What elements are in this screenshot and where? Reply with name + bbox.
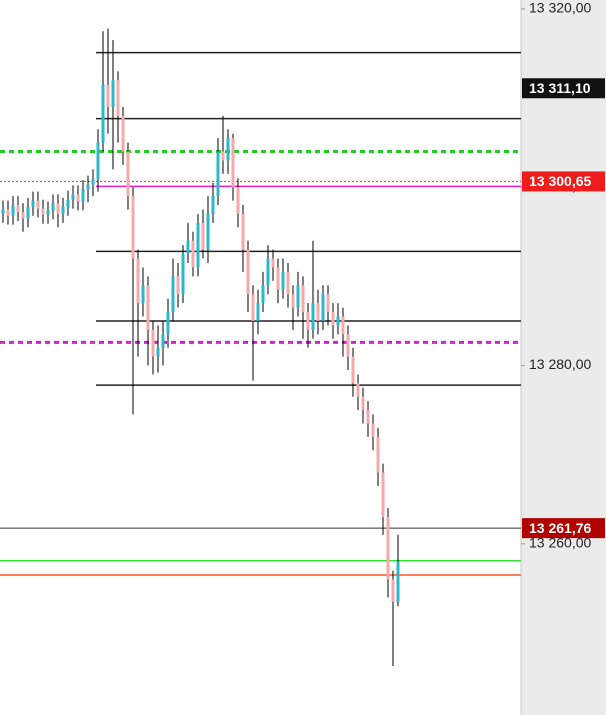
- candle-body: [216, 151, 220, 197]
- candle-body: [301, 285, 305, 313]
- candle-body: [6, 209, 10, 216]
- price-badge: [522, 171, 605, 192]
- candle-body: [321, 294, 325, 321]
- candle-body: [306, 312, 310, 330]
- candle-body: [236, 187, 240, 214]
- candle-body: [116, 80, 120, 116]
- candle-body: [251, 294, 255, 321]
- candle-body: [36, 200, 40, 209]
- candle-body: [106, 84, 110, 107]
- candle-body: [261, 285, 265, 304]
- candle-body: [396, 561, 400, 602]
- candle-body: [81, 189, 85, 202]
- candle-body: [46, 210, 50, 215]
- price-badge: [522, 78, 605, 99]
- candle-body: [171, 276, 175, 313]
- candle-body: [186, 240, 190, 255]
- candle-body: [91, 179, 95, 185]
- candle-body: [211, 196, 215, 214]
- candle-body: [206, 213, 210, 250]
- candle-body: [196, 222, 200, 268]
- candle-body: [201, 222, 205, 250]
- candle-body: [156, 347, 160, 357]
- candle-body: [226, 138, 230, 161]
- candle-body: [56, 203, 60, 214]
- candle-body: [346, 334, 350, 357]
- candle-body: [96, 142, 100, 180]
- candle-body: [166, 312, 170, 335]
- candle-body: [386, 517, 390, 580]
- y-tick-label: 13 320,00: [529, 0, 591, 16]
- price-axis-panel: [521, 0, 606, 715]
- candle-body: [266, 258, 270, 286]
- price-badge: [522, 518, 605, 539]
- y-tick-label: 13 260,00: [529, 535, 591, 551]
- candle-body: [376, 436, 380, 473]
- candle-body: [246, 249, 250, 295]
- candle-body: [86, 184, 90, 190]
- candle-body: [21, 212, 25, 219]
- candle-body: [241, 213, 245, 250]
- candle-body: [121, 115, 125, 152]
- candle-body: [231, 138, 235, 188]
- candle-body: [351, 356, 355, 384]
- candle-body: [311, 303, 315, 330]
- candle-body: [131, 196, 135, 259]
- candle-body: [341, 316, 345, 335]
- price-badge-label: 13 261,76: [529, 520, 591, 536]
- candle-body: [281, 271, 285, 290]
- candle-body: [26, 206, 30, 219]
- candle-body: [51, 203, 55, 211]
- candle-body: [16, 205, 20, 213]
- candle-body: [181, 254, 185, 295]
- candle-body: [31, 200, 35, 207]
- candle-body: [101, 84, 105, 143]
- candle-body: [161, 334, 165, 348]
- candle-body: [151, 329, 155, 357]
- candle-body: [76, 194, 80, 202]
- candle-body: [331, 312, 335, 326]
- candle-body: [366, 410, 370, 424]
- candle-body: [336, 316, 340, 326]
- candle-body: [1, 209, 5, 214]
- candle-body: [141, 285, 145, 304]
- candle-body: [291, 294, 295, 308]
- candle-body: [361, 396, 365, 411]
- y-tick-label: 13 240,00: [529, 713, 591, 715]
- candle-body: [276, 267, 280, 290]
- candle-body: [256, 303, 260, 321]
- price-badge-label: 13 311,10: [529, 80, 591, 96]
- candle-body: [66, 199, 70, 207]
- candle-body: [126, 151, 130, 197]
- y-tick-label: 13 280,00: [529, 356, 591, 372]
- candle-body: [391, 579, 395, 602]
- candle-body: [146, 285, 150, 330]
- candle-body: [316, 303, 320, 321]
- candle-body: [296, 285, 300, 308]
- candle-body: [111, 80, 115, 107]
- candle-body: [191, 240, 195, 268]
- candle-body: [221, 151, 225, 161]
- candle-body: [136, 258, 140, 304]
- candle-body: [41, 208, 45, 215]
- candle-body: [61, 206, 65, 214]
- candle-body: [271, 258, 275, 268]
- candle-body: [71, 194, 75, 200]
- candle-body: [176, 276, 180, 295]
- candle-body: [381, 472, 385, 518]
- candle-body: [356, 383, 360, 397]
- candle-body: [11, 205, 15, 216]
- candle-body: [286, 271, 290, 295]
- candle-body: [326, 294, 330, 313]
- price-badge-label: 13 300,65: [529, 173, 591, 189]
- candle-body: [371, 423, 375, 437]
